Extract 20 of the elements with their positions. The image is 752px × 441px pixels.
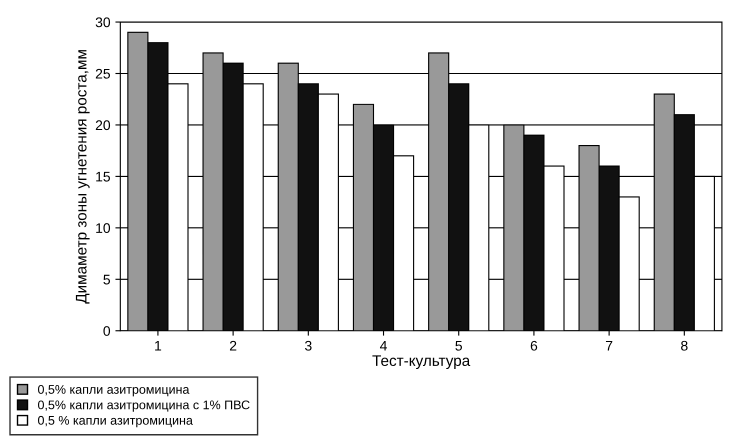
y-tick-label: 5: [103, 274, 110, 284]
x-tick-label: 3: [304, 340, 312, 351]
legend-label: 0,5% капли азитромицина с 1% ПВС: [38, 400, 250, 412]
y-tick-label: 25: [96, 68, 110, 79]
x-tick-label: 2: [230, 340, 236, 351]
x-tick-label: 7: [606, 340, 612, 351]
y-axis-title: Димаметр зоны угнетения роста,мм: [76, 50, 90, 304]
y-tick-label: 0: [103, 326, 110, 336]
x-tick-label: 6: [530, 340, 538, 351]
x-tick-label: 4: [380, 340, 387, 351]
legend-label: 0,5 % капли азитромицина: [38, 416, 193, 428]
y-tick-label: 15: [96, 172, 110, 182]
x-tick-label: 5: [455, 340, 462, 351]
x-axis-title: Тест-культура: [372, 355, 470, 370]
x-tick-label: 8: [681, 340, 688, 351]
y-tick-label: 20: [96, 120, 110, 130]
y-tick-label: 30: [96, 17, 110, 28]
y-tick-label: 10: [96, 223, 110, 234]
x-tick-label: 1: [155, 340, 162, 351]
legend-label: 0,5% капли азитромицина: [38, 384, 190, 396]
